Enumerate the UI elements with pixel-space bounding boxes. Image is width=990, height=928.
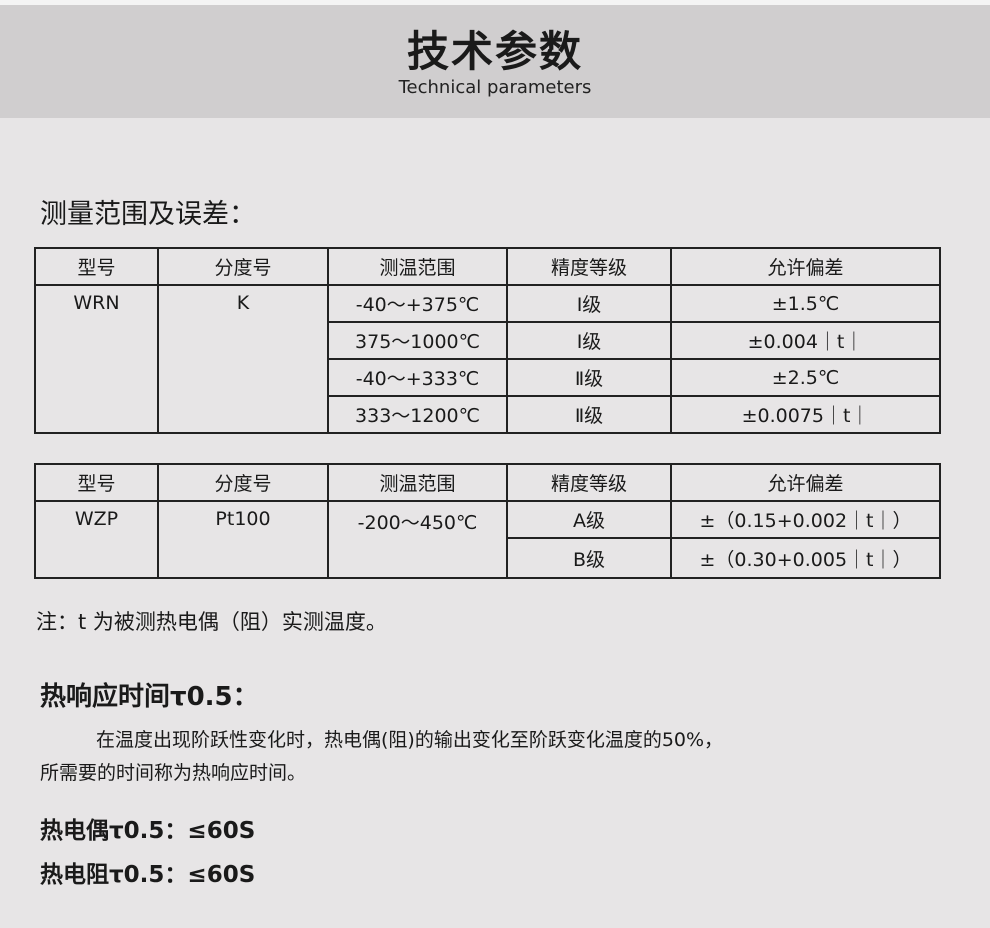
grade-cell: Ⅱ级 bbox=[506, 395, 672, 434]
grade-cell: Ⅱ级 bbox=[506, 358, 672, 397]
table-header-row: 型号 分度号 测温范围 精度等级 允许偏差 bbox=[34, 463, 941, 502]
column-header: 允许偏差 bbox=[670, 463, 941, 502]
table-note: 注：t 为被测热电偶（阻）实测温度。 bbox=[36, 610, 387, 634]
spec-thermocouple: 热电偶τ0.5：≤60S bbox=[40, 818, 256, 844]
spec-rtd: 热电阻τ0.5：≤60S bbox=[40, 862, 256, 888]
response-description: 在温度出现阶跃性变化时，热电偶(阻)的输出变化至阶跃变化温度的50%， 所需要的… bbox=[40, 724, 940, 790]
column-header: 分度号 bbox=[157, 463, 329, 502]
model-cell: WZP bbox=[34, 500, 159, 579]
grade-cell: Ⅰ级 bbox=[506, 321, 672, 360]
range-cell: -40～+375℃ bbox=[327, 284, 508, 323]
table-row: WZP Pt100 -200～450℃ A级 ±（0.15+0.002｜t｜） bbox=[34, 500, 941, 579]
paragraph-line: 在温度出现阶跃性变化时，热电偶(阻)的输出变化至阶跃变化温度的50%， bbox=[96, 729, 724, 751]
table-thermocouple: 型号 分度号 测温范围 精度等级 允许偏差 WRN K -40～+375℃ Ⅰ级… bbox=[34, 247, 941, 434]
column-header: 型号 bbox=[34, 247, 159, 286]
tolerance-cell: ±1.5℃ bbox=[670, 284, 941, 323]
range-cell: 333～1200℃ bbox=[327, 395, 508, 434]
column-header: 型号 bbox=[34, 463, 159, 502]
column-header: 精度等级 bbox=[506, 463, 672, 502]
column-header: 允许偏差 bbox=[670, 247, 941, 286]
table-row: WRN K -40～+375℃ Ⅰ级 ±1.5℃ bbox=[34, 284, 941, 434]
table-row: 375～1000℃ Ⅰ级 ±0.004｜t｜ bbox=[35, 321, 941, 360]
page-subtitle: Technical parameters bbox=[398, 77, 592, 98]
column-header: 分度号 bbox=[157, 247, 329, 286]
grade-cell: Ⅰ级 bbox=[506, 284, 672, 323]
tolerance-cell: ±0.004｜t｜ bbox=[670, 321, 941, 360]
column-header: 测温范围 bbox=[327, 247, 508, 286]
range-cell: -40～+333℃ bbox=[327, 358, 508, 397]
tolerance-cell: ±（0.30+0.005｜t｜） bbox=[670, 537, 941, 579]
table-row: 333～1200℃ Ⅱ级 ±0.0075｜t｜ bbox=[35, 395, 941, 434]
graduation-cell: K bbox=[157, 284, 329, 434]
section-heading-range: 测量范围及误差： bbox=[40, 199, 256, 230]
table-row: B级 ±（0.30+0.005｜t｜） bbox=[35, 537, 941, 579]
table-rtd: 型号 分度号 测温范围 精度等级 允许偏差 WZP Pt100 -200～450… bbox=[34, 463, 941, 579]
column-header: 精度等级 bbox=[506, 247, 672, 286]
page-header: 技术参数 Technical parameters bbox=[0, 5, 990, 118]
graduation-cell: Pt100 bbox=[157, 500, 329, 579]
range-cell: -200～450℃ bbox=[327, 500, 508, 579]
table-header-row: 型号 分度号 测温范围 精度等级 允许偏差 bbox=[34, 247, 941, 286]
grade-cell: A级 bbox=[506, 500, 672, 539]
table-row: -40～+333℃ Ⅱ级 ±2.5℃ bbox=[35, 358, 941, 397]
top-strip bbox=[0, 0, 990, 5]
page-title: 技术参数 bbox=[406, 27, 583, 76]
tolerance-cell: ±2.5℃ bbox=[670, 358, 941, 397]
tolerance-cell: ±（0.15+0.002｜t｜） bbox=[670, 500, 941, 539]
section-heading-response: 热响应时间τ0.5： bbox=[40, 682, 259, 712]
column-header: 测温范围 bbox=[327, 463, 508, 502]
tolerance-cell: ±0.0075｜t｜ bbox=[670, 395, 941, 434]
paragraph-line: 所需要的时间称为热响应时间。 bbox=[40, 762, 307, 784]
model-cell: WRN bbox=[34, 284, 159, 434]
grade-cell: B级 bbox=[506, 537, 672, 579]
range-cell: 375～1000℃ bbox=[327, 321, 508, 360]
